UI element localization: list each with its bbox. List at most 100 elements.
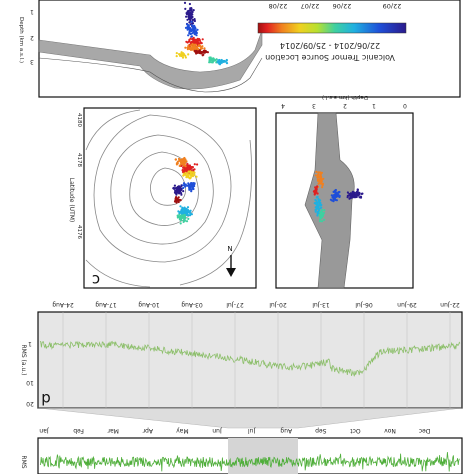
side-profile-xlabel: Depth (km a.s.l.) xyxy=(322,94,368,100)
side-source-point xyxy=(338,190,341,194)
side-source-point xyxy=(320,220,324,223)
map-frame xyxy=(83,107,257,289)
side-source-point xyxy=(356,188,359,191)
side-source-point xyxy=(330,194,333,197)
depth-source-point xyxy=(191,32,194,35)
map-source-point xyxy=(181,207,184,210)
map-panel-c: N c Latitude (UTM) 4180 4178 4176 xyxy=(68,107,257,289)
rms-year-panel: Jan Feb Mar Apr May Jun Jul Aug Sep Oct Nov Dec RMS xyxy=(20,427,463,474)
depth-source-point xyxy=(194,27,197,30)
depth-source-point xyxy=(194,32,197,36)
map-source-point xyxy=(177,210,180,213)
rms-zoom-date-label: 20-Jul xyxy=(269,301,287,308)
rms-year-month-label: Oct xyxy=(350,427,361,434)
depth-source-point xyxy=(191,10,194,14)
depth-source-point xyxy=(184,7,187,10)
side-source-point xyxy=(355,191,358,194)
map-source-point xyxy=(173,187,176,190)
map-source-point xyxy=(181,211,184,214)
rms-year-month-label: Aug xyxy=(280,427,292,434)
map-source-point xyxy=(174,199,177,202)
rms-zoom-date-label: 17-Aug xyxy=(95,301,117,308)
map-source-point xyxy=(181,184,185,187)
depth-source-point xyxy=(206,51,209,54)
side-source-point xyxy=(314,210,317,213)
depth-source-point xyxy=(200,42,203,45)
side-source-point xyxy=(354,194,358,197)
map-source-point xyxy=(179,205,182,208)
side-source-point xyxy=(322,177,325,180)
rms-year-highlight xyxy=(228,438,298,474)
depth-source-point xyxy=(216,61,219,64)
side-source-point xyxy=(315,199,318,202)
depth-ytick-3: 3 xyxy=(30,58,34,65)
map-source-point xyxy=(176,160,179,163)
depth-source-point xyxy=(187,28,191,31)
legend-tick-1: 22/06 xyxy=(333,2,352,10)
map-source-point xyxy=(186,206,190,209)
rms-zoom-date-label: 22-Jun xyxy=(440,301,460,308)
depth-tremor-sources xyxy=(175,1,229,66)
depth-source-point xyxy=(181,56,185,59)
rms-year-month-label: Mar xyxy=(107,427,119,434)
rms-zoom-date-ticks: 22-Jun 29-Jun 06-Jul 13-Jul 20-Jul 27-Jul 03-A… xyxy=(52,301,460,408)
side-source-point xyxy=(333,197,337,201)
map-source-point xyxy=(181,170,185,174)
side-xtick-1: 1 xyxy=(372,102,376,109)
panel-d-label: d xyxy=(41,390,51,408)
side-source-point xyxy=(320,180,323,183)
map-source-point xyxy=(190,188,193,191)
depth-source-point xyxy=(188,2,191,6)
depth-source-point xyxy=(189,44,193,47)
depth-profile-contour xyxy=(38,57,263,93)
rms-year-month-label: Apr xyxy=(142,427,153,434)
map-source-point xyxy=(182,214,185,217)
map-source-point xyxy=(181,159,184,163)
depth-profile-yticks: 1 2 3 Depth (km a.s.l.) xyxy=(18,8,34,65)
depth-source-point xyxy=(219,60,222,63)
side-source-point xyxy=(355,195,358,199)
depth-ytick-2: 2 xyxy=(30,34,34,41)
map-source-point xyxy=(183,219,186,222)
depth-source-point xyxy=(178,54,182,57)
map-source-point xyxy=(182,174,185,177)
rms-zoom-date-label: 06-Jul xyxy=(355,301,373,308)
depth-source-point xyxy=(210,61,213,64)
depth-source-point xyxy=(185,13,189,16)
legend-tick-3: 22/08 xyxy=(269,2,288,10)
map-source-point xyxy=(174,158,177,161)
map-source-point xyxy=(182,169,185,172)
side-source-point xyxy=(316,176,319,179)
side-profile-panel-c: Depth (km a.s.l.) 0 1 2 3 4 xyxy=(275,94,414,289)
map-source-point xyxy=(187,175,190,178)
side-source-point xyxy=(320,206,323,209)
map-source-point xyxy=(182,162,185,165)
depth-source-point xyxy=(187,53,190,56)
depth-source-point xyxy=(198,39,201,42)
depth-source-point xyxy=(201,45,204,48)
depth-source-point xyxy=(175,52,178,55)
side-xtick-2: 2 xyxy=(343,102,347,109)
rms-zoom-panel: 22-Jun 29-Jun 06-Jul 13-Jul 20-Jul 27-Jul 03-A… xyxy=(20,301,463,409)
side-source-point xyxy=(315,188,318,191)
map-source-point xyxy=(179,217,182,220)
depth-source-point xyxy=(192,36,195,39)
side-source-point xyxy=(318,178,322,181)
side-xtick-4: 4 xyxy=(281,102,285,109)
side-source-point xyxy=(312,190,315,193)
depth-source-point xyxy=(201,38,204,41)
rms-zoom-date-label: 03-Aug xyxy=(181,301,203,308)
map-source-point xyxy=(188,211,191,214)
side-source-point xyxy=(318,218,322,221)
depth-source-point xyxy=(194,30,198,33)
map-source-point xyxy=(193,163,196,166)
side-source-point xyxy=(353,192,356,195)
map-source-point xyxy=(186,162,189,165)
depth-source-point xyxy=(190,9,193,12)
side-source-point xyxy=(321,186,324,189)
depth-ytick-1: 1 xyxy=(30,8,34,15)
map-source-point xyxy=(190,182,193,185)
depth-source-point xyxy=(196,37,199,41)
map-source-point xyxy=(188,188,191,191)
depth-source-point xyxy=(186,23,189,26)
